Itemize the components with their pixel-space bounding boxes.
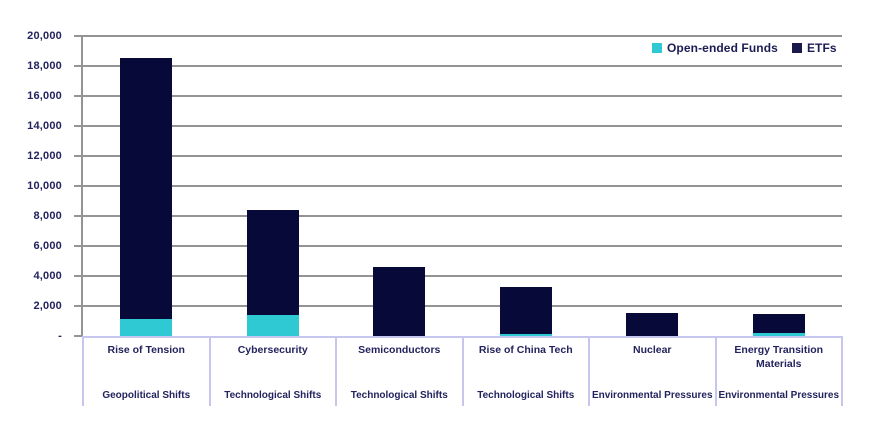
category-cell: Nuclear Environmental Pressures <box>588 338 715 406</box>
y-axis-tick-mark <box>74 125 83 127</box>
bar-segment-open-ended-funds <box>753 333 805 336</box>
category-label: Rise of Tension <box>107 344 185 356</box>
gridline <box>83 245 842 247</box>
plot-area <box>83 35 842 336</box>
category-cell: Rise of Tension Geopolitical Shifts <box>82 338 209 406</box>
y-axis-tick-label: 20,000 <box>27 30 62 42</box>
category-axis: Rise of Tension Geopolitical Shifts Cybers… <box>82 336 843 406</box>
gridline <box>83 305 842 307</box>
category-cell: Semiconductors Technological Shifts <box>335 338 462 406</box>
bar-stack <box>247 210 299 336</box>
y-axis-tick-mark <box>74 35 83 37</box>
category-group-label: Technological Shifts <box>350 390 448 401</box>
legend-label-open-ended-funds: Open-ended Funds <box>667 41 778 55</box>
y-axis-tick-mark <box>74 335 83 337</box>
legend-item-etfs: ETFs <box>791 41 837 55</box>
bar-segment-etfs <box>373 267 425 336</box>
y-axis-tick-label: 8,000 <box>33 210 62 222</box>
gridline <box>83 185 842 187</box>
y-axis-labels: - 2,000 4,000 6,000 8,000 10,000 12,000 14,000 1… <box>0 0 76 425</box>
bar-stack <box>500 287 552 336</box>
y-axis-tick-label: 10,000 <box>27 180 62 192</box>
category-group-label: Environmental Pressures <box>718 390 840 401</box>
category-group-label: Technological Shifts <box>224 390 322 401</box>
category-label: Rise of China Tech <box>478 344 573 356</box>
bar-stack <box>626 313 678 336</box>
gridline <box>83 65 842 67</box>
bar-stack <box>373 267 425 336</box>
y-axis-tick-label: 6,000 <box>33 240 62 252</box>
bar-segment-open-ended-funds <box>120 319 172 336</box>
y-axis-tick-label: 18,000 <box>27 60 62 72</box>
category-label: Nuclear <box>632 344 672 356</box>
legend: Open-ended Funds ETFs <box>652 41 837 55</box>
category-cell: Energy Transition Materials Environmental… <box>714 338 842 406</box>
bar-stack <box>753 314 805 336</box>
bar-segment-etfs <box>500 287 552 334</box>
y-axis-tick-mark <box>74 155 83 157</box>
y-axis-tick-label: 14,000 <box>27 120 62 132</box>
y-axis-tick-mark <box>74 95 83 97</box>
gridline <box>83 95 842 97</box>
y-axis-tick-label: 2,000 <box>33 300 62 312</box>
category-label: Semiconductors <box>358 344 441 356</box>
category-group-label: Environmental Pressures <box>591 390 713 401</box>
bars-layer <box>83 36 842 336</box>
bar-segment-open-ended-funds <box>500 334 552 336</box>
category-group-label: Geopolitical Shifts <box>102 390 191 401</box>
bar-segment-etfs <box>247 210 299 315</box>
gridline <box>83 125 842 127</box>
y-axis-ticks <box>74 0 83 425</box>
category-cell: Rise of China Tech Technological Shifts <box>461 338 589 406</box>
y-axis-tick-label: - <box>58 330 62 342</box>
y-axis-line <box>81 36 83 337</box>
category-label: Cybersecurity <box>237 344 308 356</box>
y-axis-tick-mark <box>74 215 83 217</box>
y-axis-tick-mark <box>74 245 83 247</box>
category-cell: Cybersecurity Technological Shifts <box>208 338 336 406</box>
open-ended-funds-swatch-icon <box>652 43 662 53</box>
legend-label-etfs: ETFs <box>806 41 837 55</box>
y-axis-tick-mark <box>74 65 83 67</box>
gridline <box>83 275 842 277</box>
y-axis-tick-mark <box>74 185 83 187</box>
legend-item-open-ended-funds: Open-ended Funds <box>652 41 778 55</box>
category-group-label: Technological Shifts <box>477 390 575 401</box>
bar-segment-etfs <box>753 314 805 333</box>
gridline <box>83 155 842 157</box>
y-axis-tick-mark <box>74 305 83 307</box>
gridline <box>83 215 842 217</box>
bar-stack <box>120 58 172 336</box>
y-axis-tick-label: 12,000 <box>27 150 62 162</box>
bar-segment-etfs <box>626 313 678 336</box>
category-label: Energy Transition Materials <box>734 344 824 370</box>
bar-segment-open-ended-funds <box>247 315 299 336</box>
y-axis-tick-label: 4,000 <box>33 270 62 282</box>
bar-segment-etfs <box>120 58 172 319</box>
etfs-swatch-icon <box>791 43 802 53</box>
y-axis-tick-mark <box>74 275 83 277</box>
y-axis-tick-label: 16,000 <box>27 90 62 102</box>
gridline <box>83 35 842 37</box>
